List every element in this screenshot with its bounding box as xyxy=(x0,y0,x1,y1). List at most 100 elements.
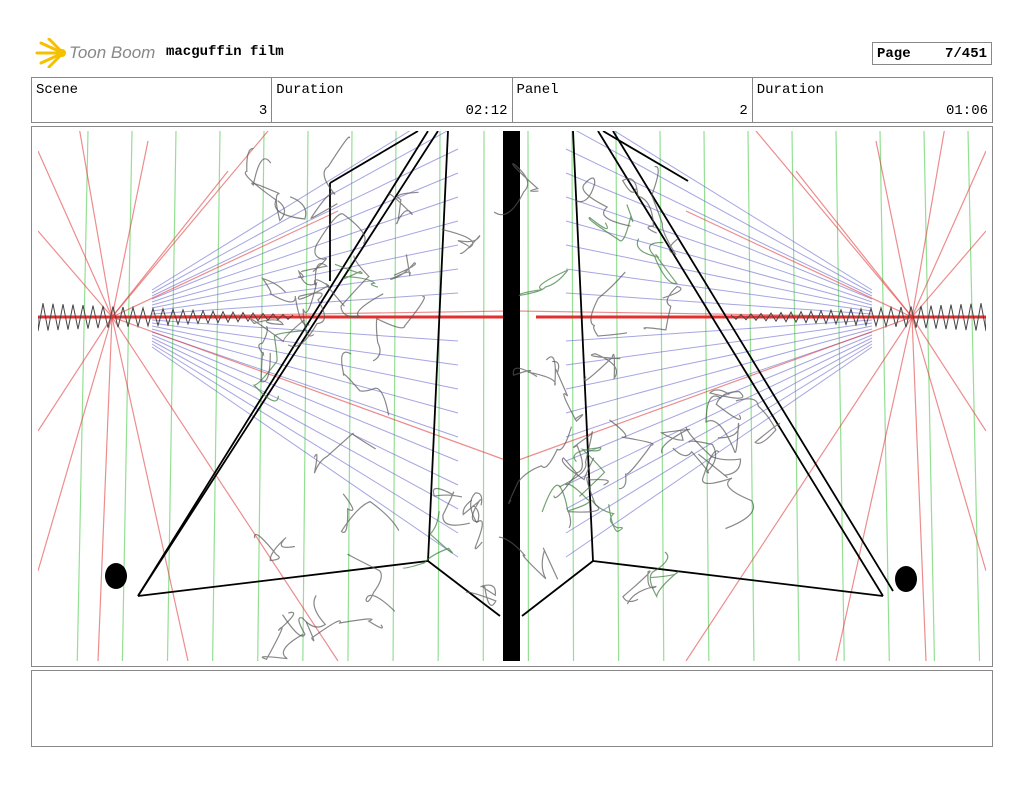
sketch-stroke xyxy=(643,285,682,331)
sketch-stroke xyxy=(591,499,623,533)
scene-value: 3 xyxy=(258,103,268,119)
sketch-stroke xyxy=(685,426,742,478)
red-perspective-line xyxy=(111,210,339,318)
red-perspective-line xyxy=(111,131,269,318)
sketch-ink-line xyxy=(427,131,449,562)
panel-duration-value: 01:06 xyxy=(945,103,988,119)
sketch-stroke xyxy=(567,476,609,529)
blue-guide-line xyxy=(565,268,873,312)
sketch-stroke xyxy=(340,493,400,533)
sketch-stroke xyxy=(636,238,678,285)
red-perspective-line xyxy=(111,316,339,661)
blue-guide-line xyxy=(565,337,873,486)
sketch-ink-line xyxy=(592,560,884,597)
panel-notes-area[interactable] xyxy=(31,670,993,747)
panel-duration-cell: Duration 01:06 xyxy=(753,78,992,122)
panel-drawing xyxy=(38,131,986,661)
blue-guide-line xyxy=(151,334,459,462)
page-value: 7/451 xyxy=(944,45,987,62)
sketch-stroke xyxy=(659,428,691,454)
red-perspective-line xyxy=(111,316,509,462)
sketch-stroke xyxy=(649,551,679,599)
panel-cell: Panel 2 xyxy=(513,78,753,122)
green-guide-line xyxy=(166,131,177,661)
horizon-scribble xyxy=(38,303,294,332)
blue-guide-line xyxy=(565,196,873,303)
blue-guide-line xyxy=(151,325,459,390)
blue-guide-line xyxy=(151,172,459,300)
green-guide-line xyxy=(835,131,845,661)
red-perspective-line xyxy=(515,316,913,462)
green-guide-line xyxy=(212,131,221,661)
scene-duration-label: Duration xyxy=(276,82,344,98)
blue-guide-line xyxy=(151,196,459,303)
scene-duration-cell: Duration 02:12 xyxy=(272,78,513,122)
red-perspective-line xyxy=(911,230,986,318)
blue-guide-line xyxy=(565,334,873,462)
red-perspective-line xyxy=(97,316,113,661)
starburst-icon xyxy=(35,38,66,68)
green-guide-line xyxy=(791,131,800,661)
sketch-ink-line xyxy=(137,131,439,597)
red-perspective-line xyxy=(911,316,927,661)
sketch-stroke xyxy=(347,553,396,612)
character-marker xyxy=(895,566,917,592)
sketch-stroke xyxy=(672,440,717,474)
sketch-stroke xyxy=(465,584,497,606)
sketch-stroke xyxy=(493,163,539,216)
blue-guide-line xyxy=(613,131,873,291)
red-perspective-line xyxy=(79,131,113,318)
sketch-stroke xyxy=(552,360,584,423)
blue-guide-line xyxy=(575,131,873,294)
sketch-stroke xyxy=(708,389,744,420)
red-perspective-line xyxy=(795,170,913,318)
sketch-stroke xyxy=(584,353,621,382)
blue-guide-line xyxy=(565,148,873,297)
sketch-stroke xyxy=(388,191,419,225)
blue-guide-line xyxy=(151,337,459,486)
sketch-ink-line xyxy=(521,560,594,617)
blue-guide-line xyxy=(151,220,459,306)
green-guide-line xyxy=(879,131,890,661)
red-perspective-line xyxy=(111,170,229,318)
panel-divider-bar xyxy=(503,131,520,661)
green-guide-line xyxy=(302,131,309,661)
blue-guide-line xyxy=(565,343,873,534)
sketch-stroke xyxy=(334,263,379,288)
red-perspective-line xyxy=(685,210,913,318)
green-guide-line xyxy=(482,131,485,661)
panel-info-bar: Scene 3 Duration 02:12 Panel 2 Duration 01:0… xyxy=(31,77,993,123)
sketch-stroke xyxy=(508,426,573,504)
sketch-stroke xyxy=(402,511,453,569)
panel-value: 2 xyxy=(739,103,748,119)
sketch-stroke xyxy=(282,595,327,637)
red-perspective-line xyxy=(38,316,113,432)
blue-guide-line xyxy=(565,346,873,558)
blue-guide-line xyxy=(151,340,459,510)
page-indicator: Page 7/451 xyxy=(872,42,992,65)
sketch-stroke xyxy=(553,457,595,499)
sketch-stroke xyxy=(254,533,295,562)
blue-guide-line xyxy=(151,268,459,312)
sketch-stroke xyxy=(701,450,755,530)
blue-guide-line xyxy=(565,220,873,306)
sketch-ink-line xyxy=(612,131,894,592)
sketch-stroke xyxy=(705,395,740,453)
sketch-stroke xyxy=(305,618,383,642)
sketch-stroke xyxy=(250,318,305,343)
sketch-stroke xyxy=(512,356,556,386)
sketch-stroke xyxy=(252,330,303,402)
sketch-stroke xyxy=(372,295,425,362)
sketch-stroke xyxy=(341,351,390,416)
red-perspective-line xyxy=(911,316,986,432)
sketch-ink-line xyxy=(137,131,429,597)
green-guide-line xyxy=(76,131,89,661)
sketch-stroke xyxy=(310,136,351,219)
sketch-stroke xyxy=(312,213,366,273)
sketch-stroke xyxy=(621,178,657,234)
blue-guide-line xyxy=(565,244,873,309)
red-perspective-line xyxy=(835,316,913,661)
sketch-stroke xyxy=(261,277,310,326)
blue-guide-line xyxy=(151,319,459,342)
sketch-stroke xyxy=(462,499,482,523)
